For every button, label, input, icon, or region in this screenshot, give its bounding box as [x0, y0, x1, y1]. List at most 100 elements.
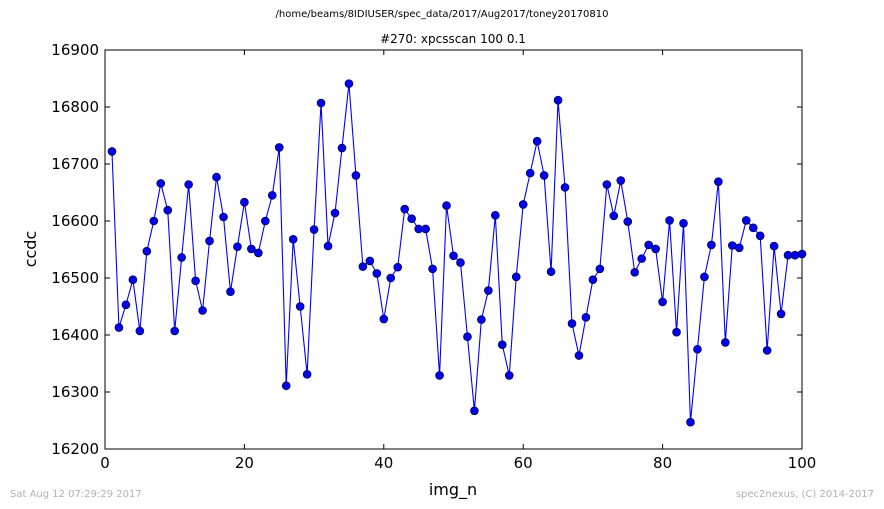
data-point — [128, 275, 138, 285]
y-tick-label: 16400 — [51, 326, 99, 344]
data-point — [323, 241, 333, 251]
data-point — [511, 272, 521, 282]
figure-suptitle: /home/beams/8IDIUSER/spec_data/2017/Aug2… — [275, 9, 609, 20]
data-point — [651, 244, 660, 254]
data-point — [762, 346, 772, 355]
data-point — [595, 264, 605, 274]
data-point — [205, 236, 214, 246]
data-point — [400, 204, 410, 214]
data-point — [567, 319, 577, 328]
axes-frame — [104, 49, 803, 450]
data-point — [170, 326, 179, 336]
chart-title: #270: xpcsscan 100 0.1 — [380, 32, 526, 46]
data-point — [184, 180, 193, 189]
data-point — [546, 267, 556, 277]
data-point — [616, 176, 626, 185]
footer-credit: spec2nexus, (C) 2014-2017 — [735, 489, 874, 500]
y-tick-label: 16200 — [51, 440, 99, 458]
data-point — [776, 309, 786, 319]
data-point — [337, 143, 347, 153]
data-point — [741, 216, 751, 225]
x-tick-label: 40 — [374, 454, 393, 472]
data-point — [240, 197, 249, 207]
data-point — [755, 231, 765, 241]
data-point — [637, 254, 646, 263]
data-point — [484, 286, 493, 295]
y-tick-label: 16700 — [51, 155, 99, 173]
data-point — [574, 351, 584, 360]
data-point — [714, 177, 723, 186]
data-point — [191, 276, 200, 286]
data-point — [177, 253, 186, 262]
data-point — [623, 217, 633, 226]
data-point — [518, 200, 528, 209]
data-point — [351, 171, 361, 180]
data-point — [274, 143, 284, 152]
data-point — [407, 214, 416, 224]
series-layer — [107, 79, 807, 427]
data-point — [288, 234, 298, 244]
data-point — [658, 297, 667, 307]
data-point — [553, 95, 563, 105]
data-point — [748, 223, 758, 233]
data-point — [295, 302, 305, 311]
data-point — [686, 417, 695, 427]
data-point — [379, 314, 389, 324]
data-point — [393, 262, 403, 272]
data-point — [609, 211, 619, 221]
series-line — [111, 83, 803, 423]
data-point — [672, 327, 681, 337]
data-point — [435, 371, 444, 380]
data-point — [219, 212, 228, 222]
data-point — [212, 172, 221, 182]
data-point — [254, 248, 263, 258]
data-point — [721, 338, 730, 347]
data-point — [504, 371, 514, 380]
data-point — [114, 323, 124, 332]
data-point — [532, 136, 542, 146]
data-point — [226, 287, 235, 296]
data-point — [602, 180, 612, 189]
y-tick-label: 16800 — [51, 98, 99, 116]
x-axis-label: img_n — [429, 480, 477, 500]
data-point — [267, 191, 277, 200]
data-point — [581, 313, 591, 322]
data-point — [665, 216, 674, 225]
data-point — [358, 262, 368, 271]
ticks-layer: 0 20 40 60 80 100 16200 16300 16400 16500 16600 167… — [51, 41, 816, 472]
x-tick-label: 0 — [100, 454, 110, 472]
data-point — [372, 269, 382, 278]
data-point — [156, 179, 166, 188]
data-point — [644, 240, 653, 250]
data-point — [630, 267, 640, 277]
data-point — [135, 326, 145, 336]
data-point — [121, 300, 131, 310]
data-point — [790, 250, 800, 260]
data-point — [247, 244, 256, 254]
data-point — [588, 275, 598, 285]
data-point — [707, 240, 716, 250]
data-point — [316, 98, 326, 108]
data-point — [421, 224, 430, 234]
x-tick-label: 60 — [514, 454, 533, 472]
data-point — [693, 344, 702, 354]
data-point — [330, 208, 340, 218]
data-point — [107, 147, 117, 156]
data-point — [142, 246, 152, 256]
y-tick-label: 16500 — [51, 269, 99, 287]
data-point — [539, 171, 549, 180]
data-point — [797, 249, 807, 259]
data-point — [309, 225, 319, 234]
data-point — [449, 251, 458, 261]
data-point — [491, 211, 500, 220]
data-point — [497, 340, 507, 349]
data-point — [456, 258, 465, 267]
x-tick-label: 100 — [788, 454, 817, 472]
x-tick-label: 20 — [235, 454, 254, 472]
x-tick-label: 80 — [653, 454, 672, 472]
data-point — [344, 79, 354, 88]
data-point — [470, 406, 479, 416]
y-tick-label: 16300 — [51, 383, 99, 401]
y-axis-label: ccdc — [21, 231, 40, 268]
